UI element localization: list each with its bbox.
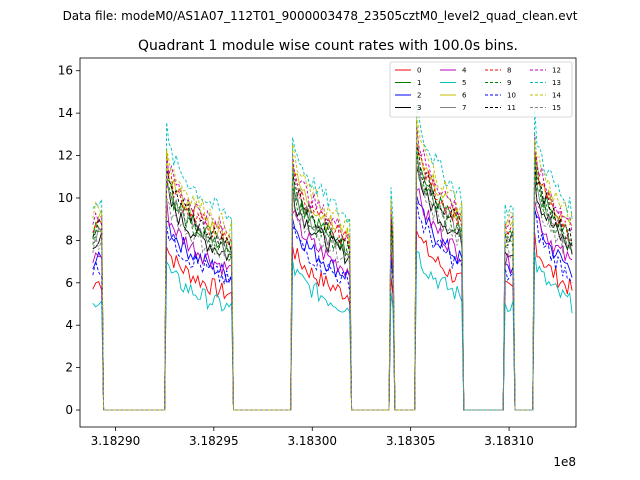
legend-label-7: 7 [462, 104, 466, 112]
legend-label-5: 5 [462, 79, 466, 87]
x-tick-label: 3.18300 [287, 434, 337, 448]
legend-label-3: 3 [417, 104, 421, 112]
x-tick-label: 3.18290 [91, 434, 141, 448]
legend-label-12: 12 [552, 67, 561, 75]
plot-area [79, 57, 577, 428]
x-axis: 3.18290 3.18295 3.18300 3.18305 3.18310 [91, 427, 534, 448]
legend-label-4: 4 [462, 67, 467, 75]
y-axis: 0 2 4 6 8 10 12 14 16 [58, 64, 80, 417]
legend-label-14: 14 [552, 92, 561, 100]
x-tick-label: 3.18310 [484, 434, 534, 448]
legend-label-11: 11 [507, 104, 516, 112]
legend-label-2: 2 [417, 92, 421, 100]
legend-label-13: 13 [552, 79, 561, 87]
x-tick-label: 3.18305 [386, 434, 436, 448]
legend-box [389, 61, 573, 118]
y-tick-label: 16 [58, 64, 73, 78]
y-tick-label: 6 [65, 276, 73, 290]
y-tick-label: 10 [58, 191, 73, 205]
legend-label-9: 9 [507, 79, 511, 87]
legend-label-8: 8 [507, 67, 511, 75]
legend-label-15: 15 [552, 104, 561, 112]
figure-suptitle: Data file: modeM0/AS1A07_112T01_90000034… [63, 9, 578, 23]
chart-title: Quadrant 1 module wise count rates with … [138, 38, 518, 54]
y-tick-label: 8 [65, 233, 73, 247]
y-tick-label: 14 [58, 106, 73, 120]
axes-frame [79, 57, 577, 428]
y-tick-label: 12 [58, 149, 73, 163]
y-tick-label: 4 [65, 318, 73, 332]
series-line-15 [92, 160, 573, 411]
x-tick-label: 3.18295 [189, 434, 239, 448]
y-tick-label: 2 [65, 361, 73, 375]
legend-label-1: 1 [417, 79, 421, 87]
plot-background [80, 58, 576, 427]
legend-label-6: 6 [462, 92, 467, 100]
y-tick-label: 0 [65, 403, 73, 417]
series-layer [92, 104, 573, 411]
series-line-8 [92, 143, 573, 411]
legend-label-0: 0 [417, 67, 421, 75]
x-offset-text: 1e8 [553, 455, 576, 469]
legend-label-10: 10 [507, 92, 516, 100]
